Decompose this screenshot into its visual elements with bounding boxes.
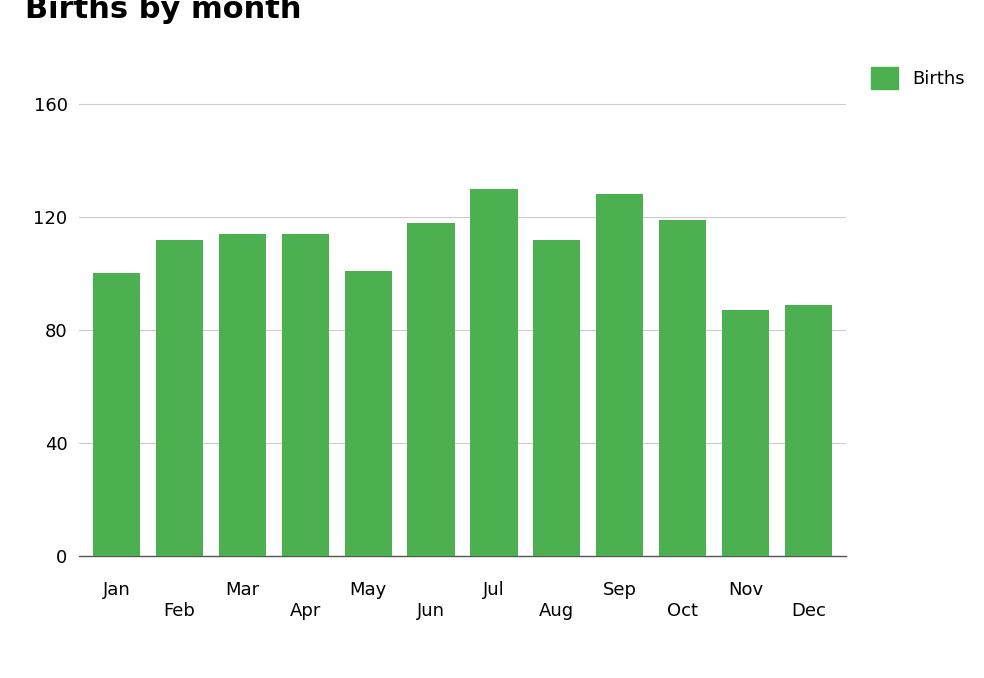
Bar (92, 273, 140, 556)
Bar (407, 222, 455, 556)
Bar (659, 220, 707, 556)
Text: Aug: Aug (539, 602, 575, 620)
Text: Dec: Dec (791, 602, 826, 620)
Text: Oct: Oct (667, 602, 699, 620)
Text: Mar: Mar (225, 581, 260, 599)
Text: Births by month: Births by month (25, 0, 301, 24)
Bar (281, 234, 329, 556)
Bar (533, 239, 581, 556)
Text: Nov: Nov (728, 581, 764, 599)
Text: Feb: Feb (163, 602, 195, 620)
Text: Sep: Sep (603, 581, 637, 599)
Bar (344, 271, 392, 556)
Legend: Births: Births (871, 66, 964, 89)
Text: Jan: Jan (102, 581, 130, 599)
Text: Jun: Jun (417, 602, 445, 620)
Bar (596, 195, 644, 556)
Bar (785, 304, 832, 556)
Text: May: May (349, 581, 387, 599)
Bar (470, 188, 518, 556)
Bar (722, 311, 769, 556)
Text: Apr: Apr (289, 602, 321, 620)
Text: Jul: Jul (483, 581, 505, 599)
Bar (218, 234, 266, 556)
Bar (155, 239, 203, 556)
